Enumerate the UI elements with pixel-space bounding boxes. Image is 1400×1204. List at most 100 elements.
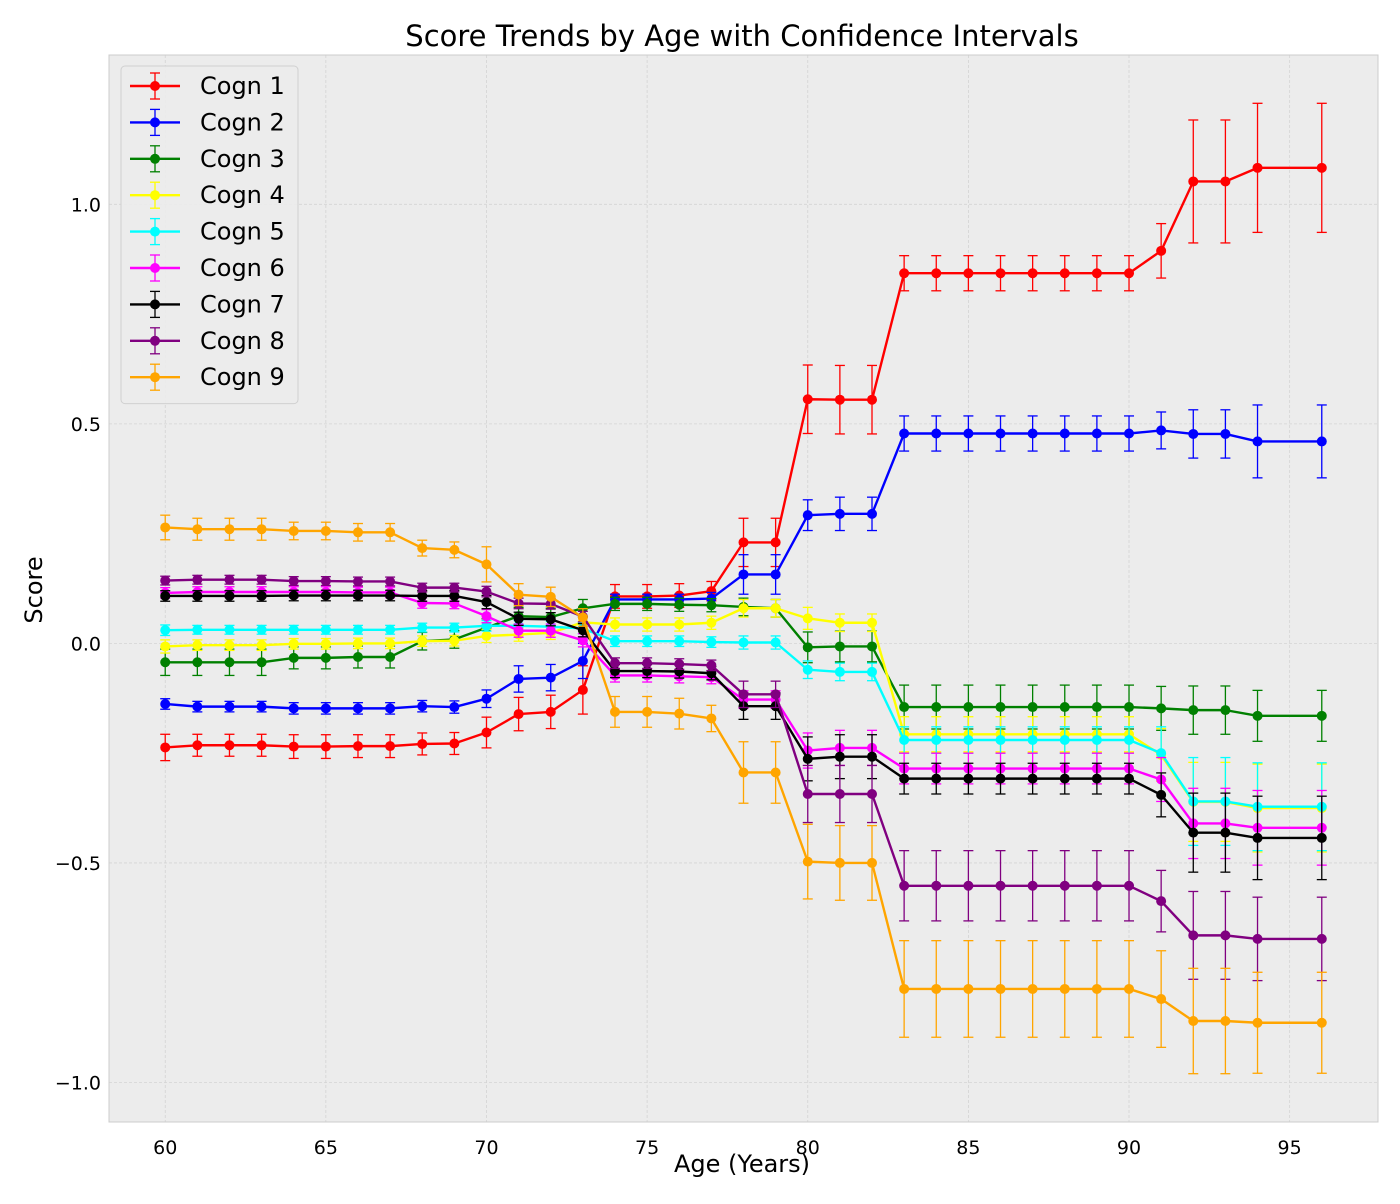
data-point bbox=[449, 738, 460, 749]
data-point bbox=[609, 706, 620, 717]
data-point bbox=[160, 742, 171, 753]
data-point bbox=[963, 773, 974, 784]
data-point bbox=[1220, 827, 1231, 838]
data-point bbox=[192, 657, 203, 668]
data-point bbox=[288, 741, 299, 752]
legend-swatch-marker bbox=[150, 190, 160, 201]
data-point bbox=[931, 880, 942, 891]
data-point bbox=[288, 525, 299, 536]
data-point bbox=[770, 637, 781, 648]
data-point bbox=[224, 624, 235, 635]
data-point bbox=[449, 590, 460, 601]
series-line bbox=[165, 624, 1322, 808]
data-point bbox=[577, 655, 588, 666]
data-point bbox=[1059, 983, 1070, 994]
data-point bbox=[545, 591, 556, 602]
legend-swatch-marker bbox=[150, 226, 160, 237]
data-point bbox=[609, 636, 620, 647]
data-point bbox=[1027, 702, 1038, 713]
data-point bbox=[899, 734, 910, 745]
data-point bbox=[1252, 832, 1263, 843]
data-point bbox=[417, 738, 428, 749]
data-point bbox=[963, 428, 974, 439]
data-point bbox=[995, 983, 1006, 994]
data-point bbox=[385, 624, 396, 635]
data-point bbox=[385, 590, 396, 601]
data-point bbox=[160, 698, 171, 709]
data-point bbox=[288, 652, 299, 663]
data-point bbox=[224, 524, 235, 535]
data-point bbox=[1091, 734, 1102, 745]
data-point bbox=[513, 709, 524, 720]
legend-swatch-marker bbox=[150, 372, 160, 383]
data-point bbox=[481, 630, 492, 641]
data-point bbox=[867, 857, 878, 868]
data-point bbox=[609, 658, 620, 669]
chart-title: Score Trends by Age with Confidence Inte… bbox=[405, 19, 1078, 53]
data-point bbox=[513, 613, 524, 624]
data-point bbox=[1188, 1016, 1199, 1027]
x-tick-label: 75 bbox=[635, 1137, 659, 1159]
data-point bbox=[160, 575, 171, 586]
data-point bbox=[1091, 428, 1102, 439]
data-point bbox=[449, 544, 460, 555]
data-point bbox=[1316, 162, 1327, 173]
series-group bbox=[160, 574, 1327, 982]
data-point bbox=[1252, 710, 1263, 721]
data-point bbox=[867, 508, 878, 519]
data-point bbox=[1124, 702, 1135, 713]
data-point bbox=[385, 638, 396, 649]
series-line bbox=[165, 429, 1322, 710]
series-group bbox=[160, 514, 1327, 1075]
data-point bbox=[1316, 1017, 1327, 1028]
data-point bbox=[899, 428, 910, 439]
data-point bbox=[1091, 268, 1102, 279]
data-point bbox=[1156, 994, 1167, 1005]
data-point bbox=[1059, 773, 1070, 784]
data-point bbox=[288, 590, 299, 601]
data-point bbox=[224, 701, 235, 712]
data-point bbox=[834, 508, 845, 519]
legend-swatch-marker bbox=[150, 117, 160, 128]
data-point bbox=[1027, 268, 1038, 279]
data-point bbox=[224, 574, 235, 585]
data-point bbox=[545, 625, 556, 636]
data-point bbox=[609, 598, 620, 609]
data-point bbox=[417, 597, 428, 608]
data-point bbox=[1252, 436, 1263, 447]
data-point bbox=[513, 625, 524, 636]
data-point bbox=[867, 751, 878, 762]
data-point bbox=[642, 636, 653, 647]
data-point bbox=[674, 659, 685, 670]
series-line bbox=[165, 526, 1322, 1024]
data-point bbox=[1059, 880, 1070, 891]
data-point bbox=[770, 689, 781, 700]
data-point bbox=[802, 753, 813, 764]
data-point bbox=[802, 510, 813, 521]
data-point bbox=[417, 622, 428, 633]
data-point bbox=[1091, 983, 1102, 994]
data-point bbox=[963, 702, 974, 713]
data-point bbox=[320, 703, 331, 714]
data-point bbox=[738, 767, 749, 778]
data-point bbox=[577, 635, 588, 646]
data-point bbox=[931, 428, 942, 439]
data-point bbox=[1188, 827, 1199, 838]
data-point bbox=[256, 624, 267, 635]
data-point bbox=[481, 586, 492, 597]
data-point bbox=[1124, 268, 1135, 279]
data-point bbox=[770, 767, 781, 778]
data-point bbox=[674, 599, 685, 610]
data-point bbox=[802, 394, 813, 405]
data-point bbox=[160, 522, 171, 533]
data-point bbox=[1316, 436, 1327, 447]
data-point bbox=[224, 657, 235, 668]
data-point bbox=[1156, 789, 1167, 800]
data-point bbox=[320, 590, 331, 601]
data-point bbox=[1124, 428, 1135, 439]
data-point bbox=[256, 524, 267, 535]
data-point bbox=[770, 537, 781, 548]
x-tick-label: 80 bbox=[796, 1137, 820, 1159]
legend: Cogn 1 Cogn 2 Cogn 3 Cogn 4 Cogn 5 Cogn 6 Cogn… bbox=[120, 65, 299, 405]
data-point bbox=[320, 741, 331, 752]
